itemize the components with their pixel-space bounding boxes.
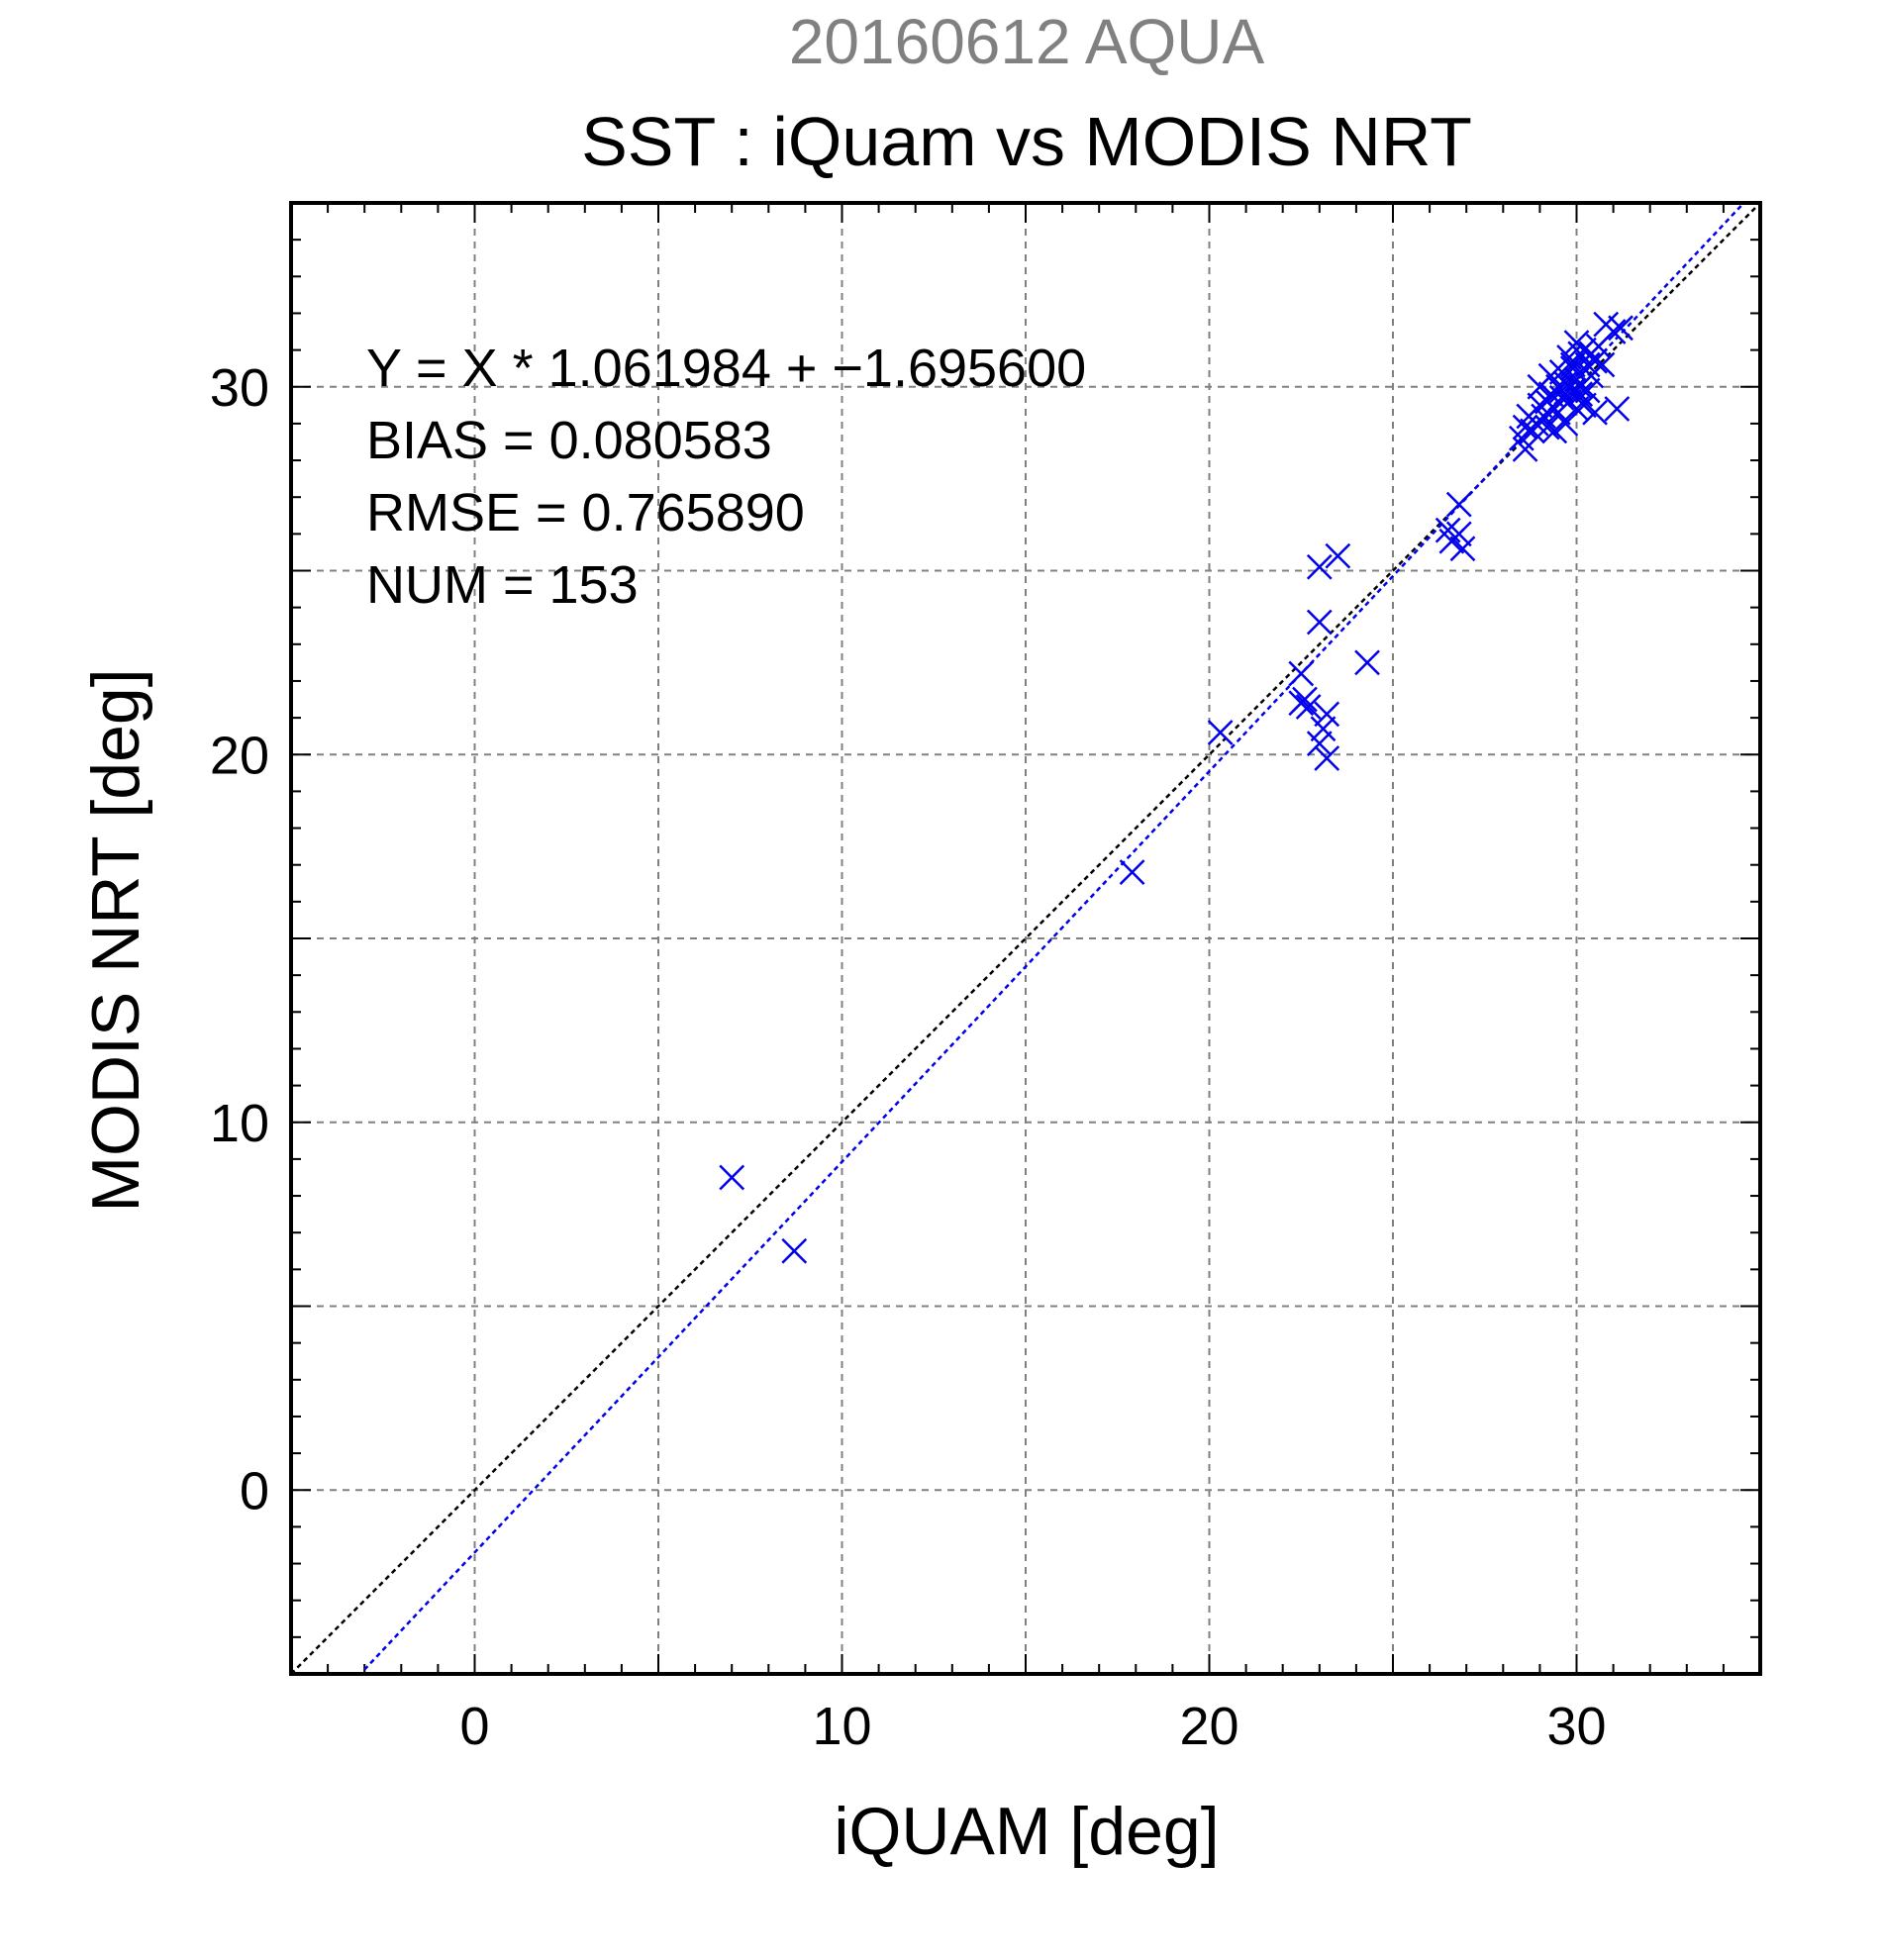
x-tick-label: 0 <box>459 1697 489 1756</box>
data-point <box>1559 351 1586 378</box>
stats-line-num: NUM = 153 <box>366 555 639 615</box>
data-point <box>1582 399 1608 426</box>
chart-supertitle: 20160612 AQUA <box>789 6 1265 77</box>
y-tick-label: 10 <box>210 1094 269 1153</box>
data-points <box>719 311 1634 1264</box>
data-point <box>1288 690 1315 717</box>
x-axis-label: iQUAM [deg] <box>834 1794 1219 1869</box>
chart-title: SST : iQuam vs MODIS NRT <box>581 103 1472 180</box>
data-point <box>1574 377 1601 404</box>
data-point <box>1608 315 1634 342</box>
grid-lines <box>291 203 1760 1674</box>
tick-labels: 0 10 20 30 0 10 20 30 <box>210 358 1607 1756</box>
data-point <box>1306 731 1333 756</box>
data-point <box>1295 694 1322 720</box>
data-point <box>1314 701 1340 728</box>
data-point <box>1445 521 1472 547</box>
y-tick-label: 20 <box>210 726 269 785</box>
data-point <box>1119 859 1145 886</box>
data-point <box>1445 491 1472 518</box>
plot-frame <box>289 201 1762 1676</box>
x-tick-label: 30 <box>1546 1697 1606 1756</box>
stats-line-bias: BIAS = 0.080583 <box>366 411 772 470</box>
reference-line <box>291 203 1760 1674</box>
data-point <box>1548 377 1575 404</box>
data-point <box>1512 437 1538 462</box>
x-tick-label: 10 <box>812 1697 871 1756</box>
data-point <box>1207 720 1234 745</box>
data-point <box>1314 745 1340 771</box>
regression-line <box>358 203 1746 1674</box>
stats-annotation: Y = X * 1.061984 + −1.695600 BIAS = 0.08… <box>366 339 1086 615</box>
data-point <box>1600 319 1627 344</box>
stats-line-rmse: RMSE = 0.765890 <box>366 483 805 542</box>
data-point <box>1604 396 1631 422</box>
stats-line-equation: Y = X * 1.061984 + −1.695600 <box>366 339 1086 398</box>
data-point <box>1449 536 1476 562</box>
data-point <box>1520 418 1545 444</box>
y-tick-label: 30 <box>210 358 269 418</box>
data-point <box>719 1164 745 1191</box>
data-point <box>1306 553 1333 580</box>
data-point <box>1582 347 1608 374</box>
fit-lines <box>291 203 1760 1674</box>
data-point <box>1589 351 1616 378</box>
y-axis-label: MODIS NRT [deg] <box>78 668 153 1212</box>
data-point <box>1288 660 1315 687</box>
data-point <box>1310 716 1336 742</box>
data-point <box>1306 609 1333 636</box>
data-point <box>781 1237 808 1264</box>
data-point <box>1354 649 1380 676</box>
data-point <box>1325 542 1351 569</box>
y-tick-label: 0 <box>240 1461 269 1520</box>
x-tick-label: 20 <box>1179 1697 1238 1756</box>
